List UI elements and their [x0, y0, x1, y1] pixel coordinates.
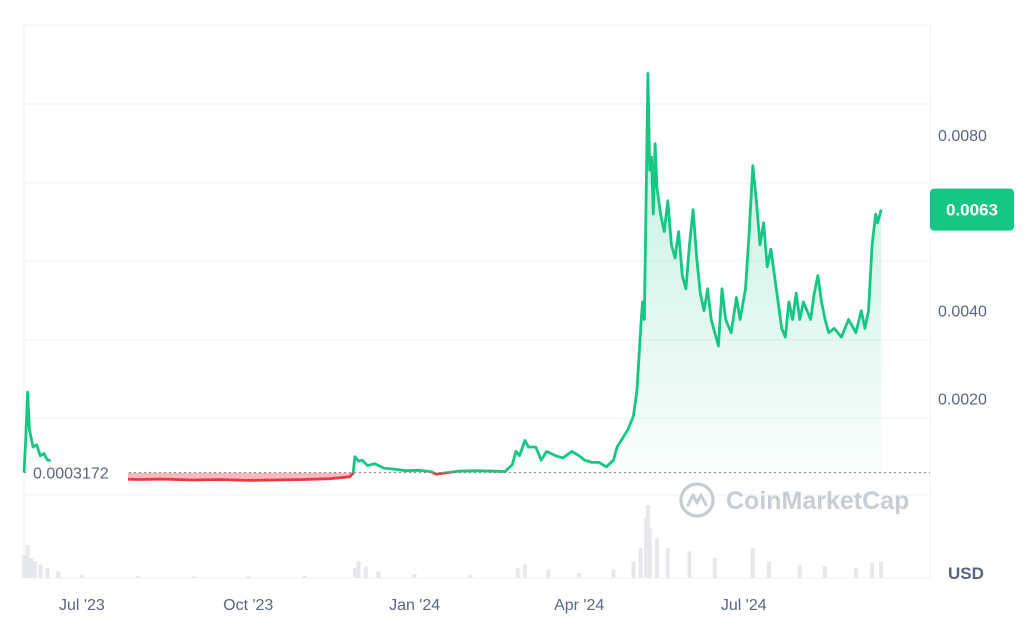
- coinmarketcap-logo-icon: [679, 482, 715, 518]
- volume-bar: [647, 528, 652, 578]
- volume-bar: [29, 558, 34, 578]
- volume-bar: [25, 544, 30, 578]
- volume-bar: [767, 561, 772, 578]
- volume-bar: [45, 568, 50, 578]
- volume-bar: [712, 558, 717, 578]
- volume-bar: [611, 569, 616, 578]
- volume-bar: [352, 568, 357, 578]
- volume-bar: [135, 576, 140, 578]
- baseline-price-label: 0.0003172: [33, 466, 109, 483]
- y-tick-label: 0.0040: [938, 304, 987, 321]
- volume-bar: [412, 574, 417, 578]
- volume-bar: [363, 566, 368, 578]
- current-price-badge-bg: [930, 188, 1014, 231]
- watermark-text: CoinMarketCap: [726, 487, 909, 515]
- baseline-label-bg: [28, 461, 128, 484]
- x-tick-label: Jul '24: [721, 597, 767, 614]
- volume-bar: [515, 568, 520, 578]
- volume-bar: [468, 574, 473, 578]
- current-price-badge: 0.0063: [930, 188, 1014, 231]
- y-tick-label: 0.0080: [938, 128, 987, 145]
- coinmarketcap-watermark: CoinMarketCap: [679, 482, 909, 518]
- volume-bar: [879, 561, 884, 578]
- x-tick-label: Apr '24: [554, 597, 604, 614]
- volume-bar: [522, 564, 527, 578]
- volume-bar: [638, 548, 643, 578]
- volume-bar: [750, 548, 755, 578]
- x-tick-label: Jul '23: [59, 597, 105, 614]
- volume-bar: [546, 569, 551, 578]
- volume-bar: [22, 554, 26, 578]
- volume-bar: [577, 573, 582, 578]
- volume-bar: [654, 538, 659, 578]
- x-tick-label: Jan '24: [389, 597, 440, 614]
- currency-label: USD: [948, 564, 984, 583]
- volume-bar: [56, 571, 61, 578]
- price-line-above-baseline: [22, 72, 883, 473]
- x-axis-ticks: Jul '23 Oct '23 Jan '24 Apr '24 Jul '24: [59, 597, 767, 614]
- y-tick-label: 0.0020: [938, 392, 987, 409]
- plot-frame: [23, 24, 931, 579]
- price-area-above-baseline: [24, 73, 882, 473]
- volume-bar: [631, 561, 636, 578]
- volume-bar: [32, 561, 37, 578]
- volume-bar: [376, 571, 381, 578]
- volume-bar: [665, 548, 670, 578]
- volume-bar: [687, 551, 692, 578]
- volume-bar: [823, 566, 828, 578]
- volume-bar: [356, 561, 361, 578]
- volume-bar: [38, 564, 43, 578]
- volume-bar: [853, 568, 858, 578]
- y-axis-ticks: 0.0020 0.0040 0.0080: [938, 128, 987, 409]
- volume-bar: [246, 576, 251, 578]
- price-line-below-baseline: [58, 472, 506, 482]
- current-price-label: 0.0063: [946, 201, 998, 220]
- volume-bars: [22, 505, 884, 578]
- volume-bar: [79, 574, 84, 578]
- volume-bar: [870, 563, 875, 578]
- volume-bar: [302, 576, 307, 578]
- x-tick-label: Oct '23: [223, 597, 273, 614]
- volume-bar: [797, 564, 802, 578]
- volume-bar: [191, 576, 196, 578]
